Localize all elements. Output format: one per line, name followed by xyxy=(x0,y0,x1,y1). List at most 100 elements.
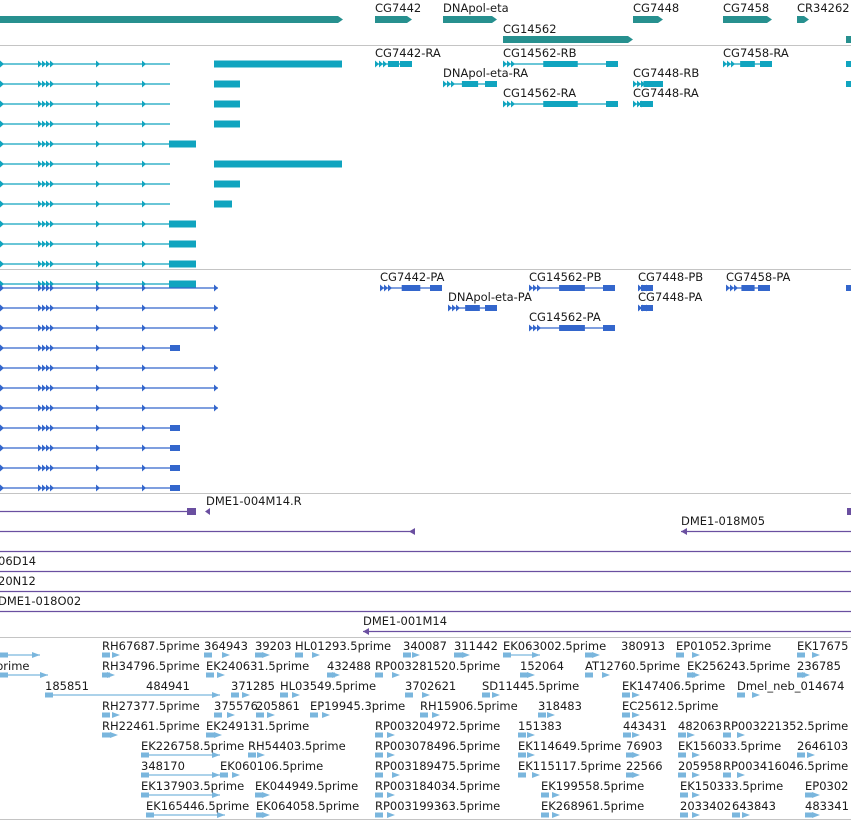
est-label[interactable]: 371285 xyxy=(231,679,275,693)
est-label[interactable]: 375576 xyxy=(214,699,258,713)
est-feature[interactable] xyxy=(256,712,275,718)
est-label[interactable]: 3702621 xyxy=(405,679,456,693)
protein-label[interactable]: CG7442-PA xyxy=(380,270,445,284)
clone-label[interactable]: DME1-018M05 xyxy=(681,514,765,528)
protein-row[interactable] xyxy=(0,464,180,472)
est-label[interactable]: EK147406.5prime xyxy=(622,679,725,693)
est-feature[interactable] xyxy=(327,672,340,678)
transcript-row[interactable] xyxy=(0,220,196,228)
est-label[interactable]: Dmel_neb_014674 xyxy=(737,679,844,693)
est-label[interactable]: 483341 xyxy=(805,799,849,813)
gene-feature[interactable] xyxy=(723,16,772,23)
est-label[interactable]: RH15906.5prime xyxy=(420,699,518,713)
est-label[interactable]: prime xyxy=(0,659,30,673)
est-feature[interactable] xyxy=(102,652,120,658)
est-label[interactable]: 348170 xyxy=(141,759,185,773)
est-label[interactable]: EK256243.5prime xyxy=(687,659,790,673)
est-feature[interactable] xyxy=(623,732,640,738)
est-label[interactable]: 22566 xyxy=(626,759,663,773)
est-label[interactable]: 2033402 xyxy=(680,799,731,813)
est-label[interactable]: EK137903.5prime xyxy=(141,779,244,793)
est-feature[interactable] xyxy=(102,712,120,718)
clone-label[interactable]: DME1-001M14 xyxy=(363,614,447,628)
est-feature[interactable] xyxy=(797,752,815,758)
est-label[interactable]: RP003204972.5prime xyxy=(375,719,500,733)
est-feature[interactable] xyxy=(375,772,400,778)
est-label[interactable]: EK156033.5prime xyxy=(678,739,781,753)
est-feature[interactable] xyxy=(403,652,420,658)
clone-label[interactable]: 20N12 xyxy=(0,574,36,588)
est-feature[interactable] xyxy=(141,792,220,798)
protein-feature[interactable] xyxy=(529,284,615,292)
protein-feature[interactable] xyxy=(638,284,653,292)
protein-row[interactable] xyxy=(0,444,180,452)
transcript-feature[interactable] xyxy=(633,100,653,108)
est-label[interactable]: RP003416046.5prime xyxy=(723,759,848,773)
clone-feature[interactable] xyxy=(681,508,851,535)
est-feature[interactable] xyxy=(626,752,640,758)
est-feature[interactable] xyxy=(248,752,265,758)
est-feature[interactable] xyxy=(518,772,540,778)
est-label[interactable]: 2646103 xyxy=(797,739,848,753)
transcript-label[interactable]: CG7448-RA xyxy=(633,86,699,100)
est-feature[interactable] xyxy=(214,712,235,718)
transcript-feature[interactable] xyxy=(375,60,412,68)
est-label[interactable]: 205861 xyxy=(256,699,300,713)
protein-row[interactable] xyxy=(0,304,218,312)
est-feature[interactable] xyxy=(723,772,745,778)
est-feature[interactable] xyxy=(678,752,700,758)
est-feature[interactable] xyxy=(797,672,810,678)
est-feature[interactable] xyxy=(310,712,330,718)
est-feature[interactable] xyxy=(454,652,470,658)
est-feature[interactable] xyxy=(723,732,745,738)
transcript-row[interactable] xyxy=(0,200,232,208)
transcript-label[interactable]: CG7448-RB xyxy=(633,66,699,80)
est-label[interactable]: AT12760.5prime xyxy=(585,659,680,673)
est-label[interactable]: 151383 xyxy=(518,719,562,733)
transcript-feature[interactable] xyxy=(633,80,663,88)
est-feature[interactable] xyxy=(541,812,560,818)
est-feature[interactable] xyxy=(676,652,700,658)
est-label[interactable]: EP19945.3prime xyxy=(310,699,405,713)
est-feature[interactable] xyxy=(255,652,270,658)
est-feature[interactable] xyxy=(204,652,230,658)
protein-row[interactable] xyxy=(0,404,218,412)
est-label[interactable]: EP01052.3prime xyxy=(676,639,771,653)
est-feature[interactable] xyxy=(295,652,320,658)
clone-feature[interactable] xyxy=(363,628,851,635)
protein-rows-left[interactable] xyxy=(0,284,218,492)
est-feature[interactable] xyxy=(375,792,395,798)
est-label[interactable]: RP003281520.5prime xyxy=(375,659,500,673)
est-label[interactable]: EK044949.5prime xyxy=(255,779,358,793)
gene-feature[interactable] xyxy=(0,16,343,23)
gene-feature[interactable] xyxy=(503,36,633,43)
transcript-feature[interactable] xyxy=(503,60,618,68)
clone-feature[interactable] xyxy=(0,508,210,515)
est-label[interactable]: 318483 xyxy=(538,699,582,713)
est-feature[interactable] xyxy=(102,672,115,678)
protein-feature[interactable] xyxy=(726,284,770,292)
est-feature[interactable] xyxy=(220,772,240,778)
transcript-label[interactable]: CG7442-RA xyxy=(375,46,441,60)
est-feature[interactable] xyxy=(375,672,400,678)
est-label[interactable]: EK060106.5prime xyxy=(220,759,323,773)
est-feature[interactable] xyxy=(256,812,270,818)
est-label[interactable]: EK17675 xyxy=(797,639,848,653)
est-feature[interactable] xyxy=(680,812,700,818)
gene-feature[interactable] xyxy=(846,36,851,43)
est-label[interactable]: HL03549.5prime xyxy=(280,679,376,693)
est-label[interactable]: 76903 xyxy=(626,739,663,753)
clone-label[interactable]: 06D14 xyxy=(0,554,36,568)
est-feature[interactable] xyxy=(518,752,535,758)
est-features[interactable] xyxy=(0,652,820,818)
est-label[interactable]: EC25612.5prime xyxy=(622,699,718,713)
protein-label[interactable]: CG7448-PB xyxy=(638,270,703,284)
transcript-row[interactable] xyxy=(0,240,196,248)
est-feature[interactable] xyxy=(141,772,220,778)
est-label[interactable]: RH34796.5prime xyxy=(102,659,200,673)
protein-label[interactable]: CG14562-PA xyxy=(529,310,601,324)
est-label[interactable]: 340087 xyxy=(403,639,447,653)
gene-label[interactable]: CG7448 xyxy=(633,1,679,15)
protein-row[interactable] xyxy=(0,364,218,372)
